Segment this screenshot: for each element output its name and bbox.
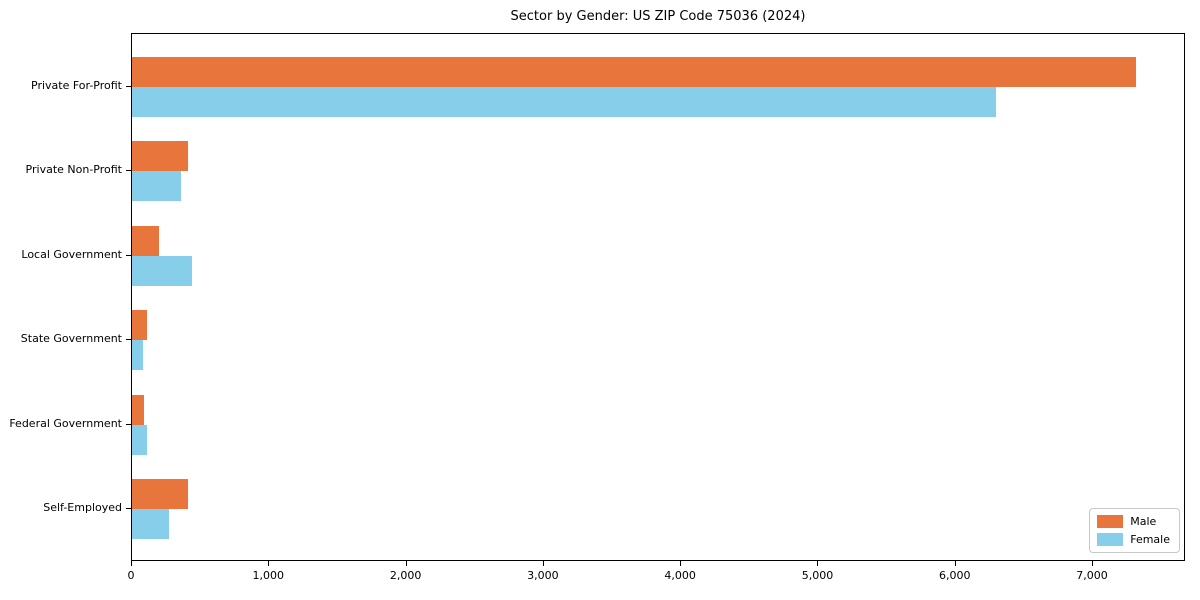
- ytick-label-private-for-profit: Private For-Profit: [31, 79, 122, 92]
- bar-female-self-employed: [132, 509, 170, 539]
- legend-entry-female: Female: [1097, 533, 1170, 546]
- xtick-label-5000: 5,000: [801, 569, 834, 582]
- ytick-label-state-government: State Government: [20, 332, 122, 345]
- bar-male-private-for-profit: [132, 57, 1136, 87]
- xtick-label-7000: 7,000: [1076, 569, 1108, 582]
- plot-area: Male Female: [131, 33, 1185, 561]
- xtick-mark-6000: [954, 561, 956, 566]
- xtick-label-0: 0: [127, 569, 135, 582]
- bar-female-private-non-profit: [132, 171, 182, 201]
- bar-male-local-government: [132, 226, 160, 256]
- chart-title: Sector by Gender: US ZIP Code 75036 (202…: [510, 9, 806, 24]
- xtick-label-6000: 6,000: [939, 569, 971, 582]
- ytick-mark-private-non-profit: [126, 170, 131, 171]
- ytick-mark-federal-government: [126, 424, 131, 425]
- legend-label-female: Female: [1130, 533, 1170, 546]
- legend-swatch-female: [1097, 533, 1124, 546]
- bar-male-self-employed: [132, 479, 189, 509]
- ytick-mark-self-employed: [126, 508, 131, 509]
- ytick-label-federal-government: Federal Government: [9, 417, 122, 430]
- xtick-mark-5000: [817, 561, 819, 566]
- xtick-label-3000: 3,000: [527, 569, 559, 582]
- legend-swatch-male: [1097, 515, 1124, 528]
- xtick-mark-1000: [268, 561, 270, 566]
- bar-male-private-non-profit: [132, 141, 189, 171]
- bar-female-local-government: [132, 256, 193, 286]
- bar-female-federal-government: [132, 425, 148, 455]
- ytick-mark-private-for-profit: [126, 86, 131, 87]
- bar-female-private-for-profit: [132, 87, 996, 117]
- xtick-label-2000: 2,000: [389, 569, 422, 582]
- ytick-mark-state-government: [126, 339, 131, 340]
- xtick-mark-0: [131, 561, 132, 566]
- xtick-mark-3000: [542, 561, 544, 566]
- xtick-mark-7000: [1092, 561, 1094, 566]
- ytick-label-self-employed: Self-Employed: [43, 501, 122, 514]
- ytick-mark-local-government: [126, 255, 131, 256]
- ytick-label-local-government: Local Government: [21, 248, 122, 261]
- xtick-label-4000: 4,000: [664, 569, 696, 582]
- xtick-mark-4000: [680, 561, 682, 566]
- legend-label-male: Male: [1130, 515, 1157, 528]
- xtick-label-1000: 1,000: [252, 569, 285, 582]
- xtick-mark-2000: [405, 561, 407, 566]
- bar-male-state-government: [132, 310, 148, 340]
- bar-female-state-government: [132, 340, 143, 370]
- legend-entry-male: Male: [1097, 515, 1170, 528]
- legend: Male Female: [1089, 508, 1180, 553]
- bar-male-federal-government: [132, 395, 145, 425]
- ytick-label-private-non-profit: Private Non-Profit: [25, 163, 122, 176]
